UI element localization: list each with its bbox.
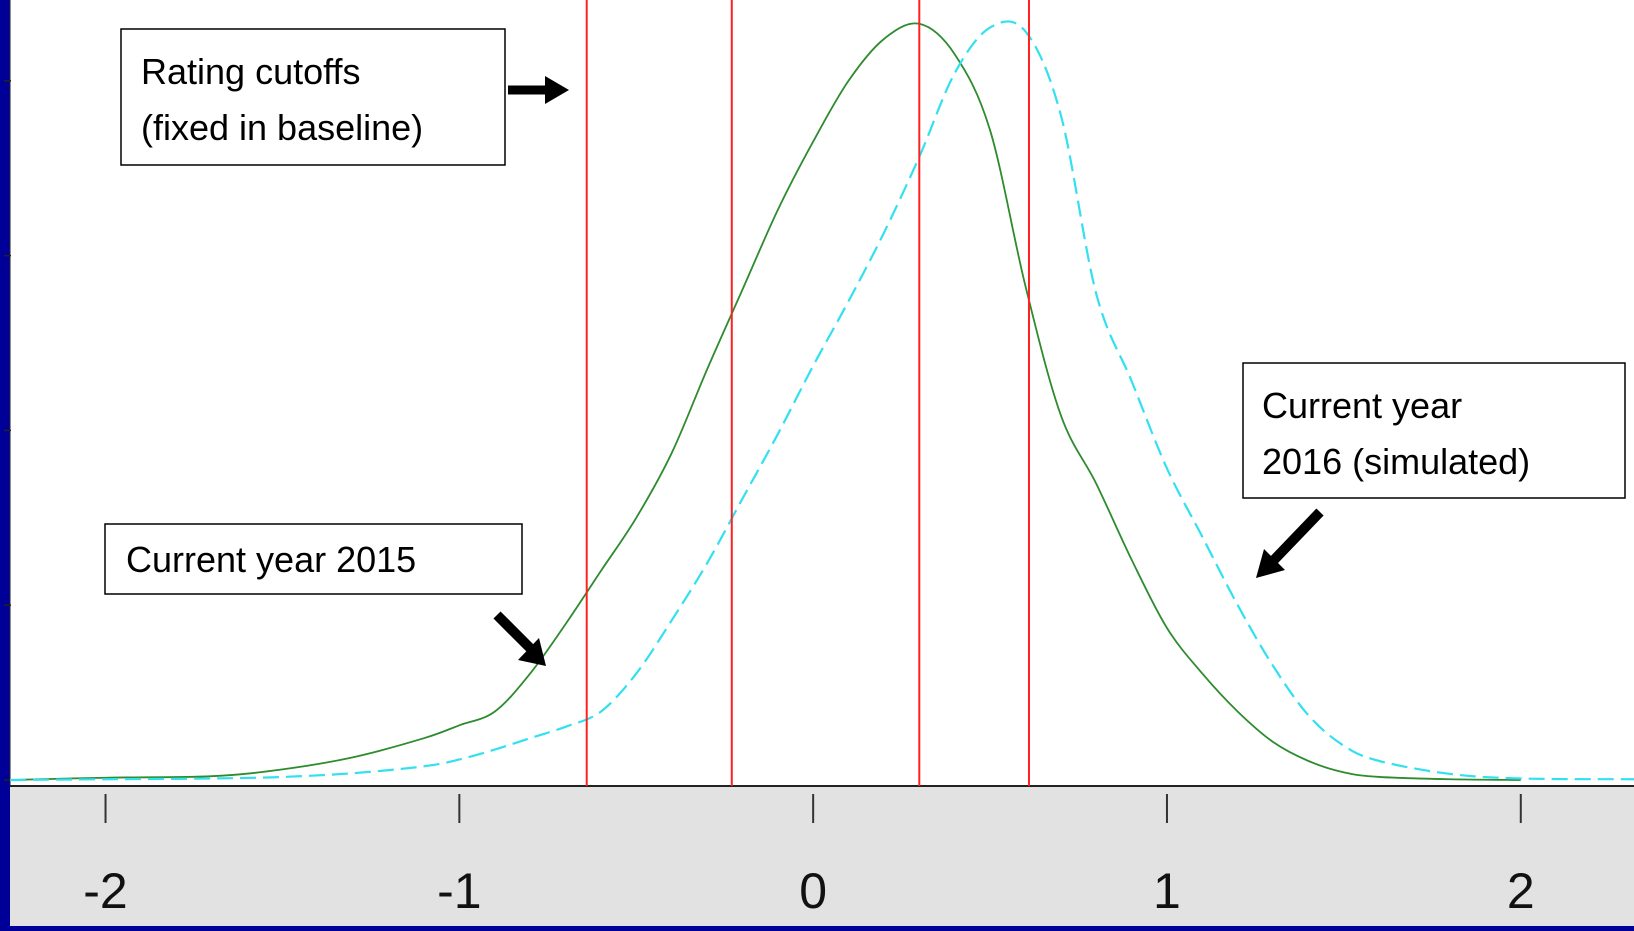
annotation-box — [120, 28, 506, 166]
x-tick-label-3: 1 — [1153, 863, 1181, 919]
annotation-line: Current year — [1262, 385, 1462, 426]
x-ticks — [104, 794, 1522, 823]
annotation-line: Rating cutoffs — [141, 51, 360, 92]
arrow-down-left-icon — [1256, 508, 1324, 578]
x-tick-label-2: 0 — [799, 863, 827, 919]
annotation-line: Current year 2015 — [126, 539, 416, 580]
series-group — [9, 20, 1634, 782]
rating-cutoff-lines — [585, 0, 1030, 786]
x-tick-label-4: 2 — [1507, 863, 1535, 919]
annotation-current-year-2015: Current year 2015 — [104, 523, 523, 595]
annotation-line: (fixed in baseline) — [141, 107, 423, 148]
annotation-box — [1242, 362, 1626, 499]
x-tick-label-1: -1 — [437, 863, 481, 919]
arrow-down-right-icon — [493, 611, 546, 666]
y-ticks — [4, 80, 11, 781]
x-tick-label-0: -2 — [83, 863, 127, 919]
series-0-line — [9, 22, 1521, 781]
series-1-line — [9, 20, 1634, 782]
annotation-rating-cutoffs: Rating cutoffs (fixed in baseline) — [120, 28, 506, 166]
x-axis-band — [10, 786, 1634, 926]
x-tick-labels: -2 -1 0 1 2 — [83, 863, 1534, 919]
arrow-right-icon — [508, 76, 569, 104]
annotation-box — [104, 523, 523, 595]
annotation-current-year-2016: Current year 2016 (simulated) — [1242, 362, 1626, 499]
annotation-line: 2016 (simulated) — [1262, 441, 1530, 482]
